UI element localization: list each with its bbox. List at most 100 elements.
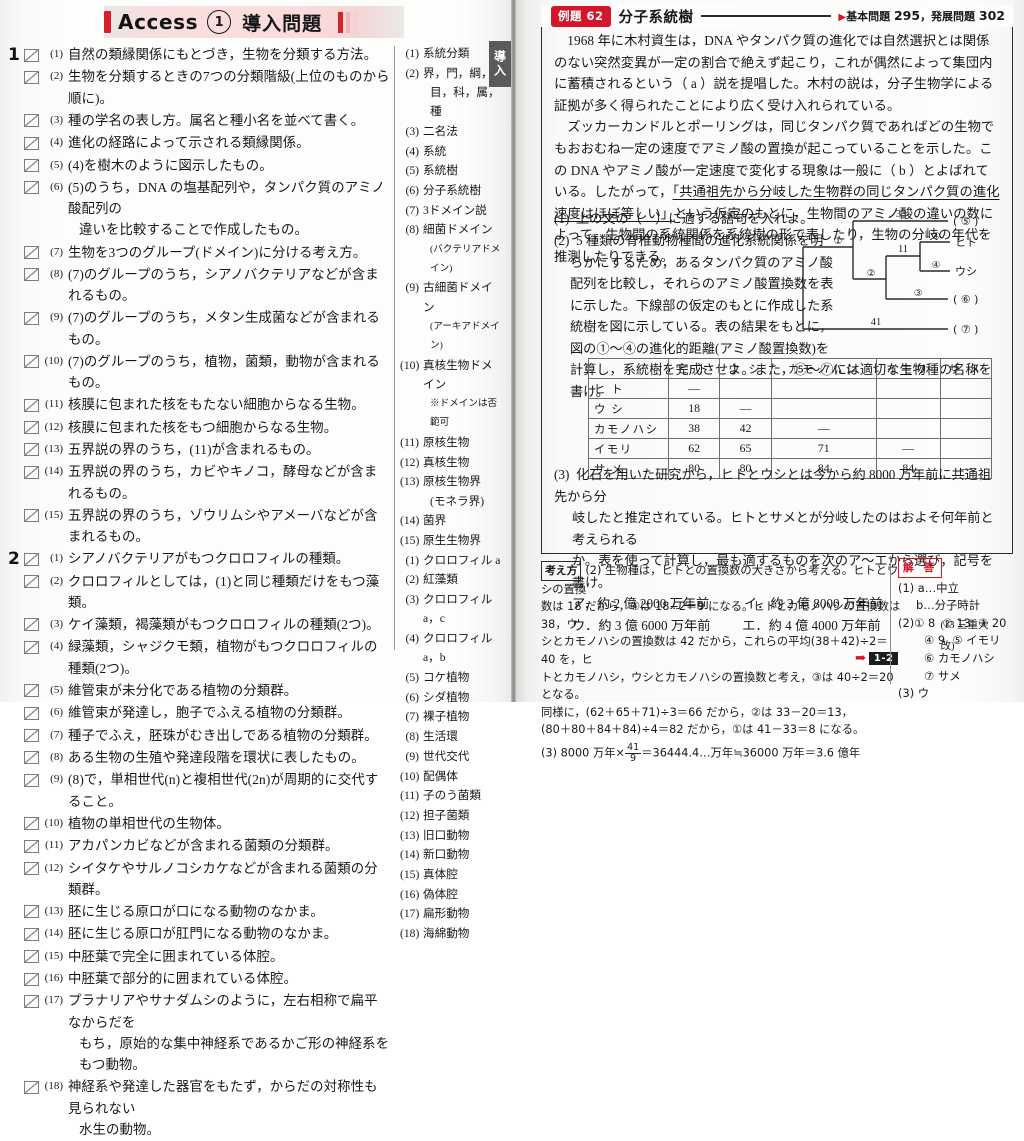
- answer-number: (2): [405, 66, 419, 80]
- answer-text: 偽体腔: [423, 887, 458, 901]
- checkbox-icon[interactable]: [24, 862, 39, 876]
- answer-row: (2) 界，門，綱， 目，科，属，種: [400, 64, 504, 122]
- checkbox-icon[interactable]: [24, 465, 39, 479]
- answer-row: (10) 配偶体: [400, 767, 504, 786]
- checkbox-icon[interactable]: [24, 552, 39, 566]
- example-title: 分子系統樹: [618, 9, 694, 26]
- question-text: 胚に生じる原口が肛門になる動物のなかま。: [68, 926, 338, 942]
- table-row: カモノハシ 38 42—: [588, 418, 993, 439]
- table-cell: [770, 398, 877, 419]
- checkbox-icon[interactable]: [24, 509, 39, 523]
- question-text: 植物の単相世代の生物体。: [68, 815, 230, 831]
- question-number: (14): [44, 927, 63, 940]
- checkbox-icon[interactable]: [24, 618, 39, 632]
- checkbox-icon[interactable]: [24, 640, 39, 654]
- example-reference: ▶基本問題 295，発展問題 302: [838, 8, 1005, 24]
- q3-label: (3): [554, 467, 570, 482]
- example-badge: 例題 62: [551, 5, 611, 27]
- checkbox-icon[interactable]: [24, 421, 39, 435]
- answer-row: (4) クロロフィル a，b: [400, 629, 504, 667]
- checkbox-icon[interactable]: [24, 114, 39, 128]
- checkbox-icon[interactable]: [24, 246, 39, 260]
- answer-text: 真核生物: [423, 455, 470, 469]
- checkbox-icon[interactable]: [24, 817, 39, 831]
- answer-row: (3) クロロフィル a，c: [400, 590, 504, 628]
- question-text: 五界説の界のうち，ゾウリムシやアメーバなどが含まれるもの。: [68, 507, 378, 544]
- checkbox-icon[interactable]: [24, 70, 39, 84]
- q2-line-6: 図の①～④の進化的距離(アミノ酸置換数)を: [570, 340, 830, 356]
- q3-options-row-2: ウ．約 3 億 6000 万年前 エ．約 4 億 4000 万年前 (13 三重…: [554, 615, 1002, 658]
- question-text: 神経系や発達した器官をもたず，からだの対称性も見られない 水生の動物。: [68, 1076, 390, 1140]
- question-number: (17): [44, 994, 63, 1007]
- kangaekata-section: 考え方 (2) 生物種は，ヒトとの置換数の大きさから考える。ヒトとウシの置換 数は…: [541, 561, 901, 764]
- question-text: (7)のグループのうち，植物，菌類，動物が含まれるもの。: [68, 353, 380, 390]
- answer-group-2: (1) クロロフィル a (2) 紅藻類 (3) クロロフィル a，c (4) クロロフィル …: [400, 551, 504, 944]
- checkbox-icon[interactable]: [24, 972, 39, 986]
- question-row: (11) 核膜に包まれた核をもたない細胞からなる生物。: [8, 394, 390, 415]
- answer-row: (2) 紅藻類: [400, 570, 504, 589]
- question-text: 中胚葉で完全に囲まれている体腔。: [68, 948, 284, 964]
- tree-node-2: ②: [867, 268, 876, 279]
- checkbox-icon[interactable]: [24, 443, 39, 457]
- checkbox-icon[interactable]: [24, 48, 39, 62]
- question-text: 自然の類縁関係にもとづき，生物を分類する方法。: [68, 47, 378, 62]
- question-row: (8) ある生物の生殖や発達段階を環状に表したもの。: [8, 747, 390, 768]
- para2-post: という仮定のもとに，生物間のアミノ酸の違いの数によって，生物間の系統関係を系統樹…: [554, 205, 994, 264]
- answer-text: 二名法: [423, 124, 458, 138]
- checkbox-icon[interactable]: [24, 159, 39, 173]
- question-text: 五界説の界のうち，(11)が含まれるもの。: [68, 441, 320, 457]
- answer-number: (13): [400, 475, 420, 489]
- ref-prefix-1: 基本問題: [846, 10, 891, 23]
- answer-number: (15): [400, 534, 420, 548]
- question-row: (2) 生物を分類するときの7つの分類階級(上位のものから順に)。: [8, 66, 390, 108]
- question-number: (4): [50, 136, 63, 149]
- checkbox-icon[interactable]: [24, 1080, 39, 1094]
- checkbox-icon[interactable]: [24, 311, 39, 325]
- checkbox-icon[interactable]: [24, 268, 39, 282]
- answer-text: 古細菌ドメイン (アーキアドメイン): [423, 278, 504, 355]
- answer-text: 界，門，綱， 目，科，属，種: [423, 64, 504, 122]
- checkbox-icon[interactable]: [24, 927, 39, 941]
- question-row: (18) 神経系や発達した器官をもたず，からだの対称性も見られない 水生の動物。: [8, 1076, 390, 1140]
- checkbox-icon[interactable]: [24, 751, 39, 765]
- checkbox-icon[interactable]: [24, 950, 39, 964]
- answer-number: (11): [400, 789, 419, 803]
- checkbox-icon[interactable]: [24, 355, 39, 369]
- answer-row: (7) 3ドメイン説: [400, 201, 504, 220]
- answer-3-row: (3) ウ: [898, 685, 1020, 703]
- checkbox-icon[interactable]: [24, 181, 39, 195]
- answer-number: (6): [405, 690, 419, 704]
- answer-text: シダ植物: [423, 690, 470, 704]
- answer-text: 真体腔: [423, 868, 458, 882]
- q3-options-row-1: ア．約 2 億 2000 万年前 イ．約 2 億 8000 万年前: [554, 593, 1002, 615]
- answer-text: クロロフィル a，c: [423, 593, 493, 626]
- fraction-numerator: 41: [625, 741, 642, 754]
- question-row: (10) 植物の単相世代の生物体。: [8, 813, 390, 834]
- checkbox-icon[interactable]: [24, 994, 39, 1008]
- kk-line-6: (80＋80＋84＋84)÷4＝82 だから，①は 41－33＝8 になる。: [541, 723, 865, 737]
- table-body: ヒ ト — ウ シ 18— カモノハシ 38 42— イモリ 62 65 71— サ メ 80 80 84 8…: [588, 378, 993, 479]
- checkbox-icon[interactable]: [24, 729, 39, 743]
- table-row-label: ヒ ト: [588, 378, 669, 399]
- checkbox-icon[interactable]: [24, 773, 39, 787]
- checkbox-icon[interactable]: [24, 575, 39, 589]
- checkbox-icon[interactable]: [24, 136, 39, 150]
- question-row: (17) プラナリアやサナダムシのように，左右相称で扁平なからだを もち，原始的な集…: [8, 990, 390, 1075]
- checkbox-icon[interactable]: [24, 905, 39, 919]
- answer-row: (9) 古細菌ドメイン (アーキアドメイン): [400, 278, 504, 355]
- q3-line-2: 岐したと推定されている。ヒトとサメとが分岐したのはおよそ何年前と考えられる: [572, 510, 994, 547]
- answer-number: (1): [405, 553, 419, 567]
- question-number: (1): [50, 552, 63, 565]
- checkbox-icon[interactable]: [24, 706, 39, 720]
- group-number: 1: [8, 45, 20, 65]
- question-text: 維管束が発達し，胞子でふえる植物の分類群。: [68, 705, 351, 721]
- question-text: プラナリアやサナダムシのように，左右相称で扁平なからだを もち，原始的な集中神経系…: [68, 990, 390, 1075]
- checkbox-icon[interactable]: [24, 839, 39, 853]
- tree-label-33: 33: [896, 209, 907, 220]
- answer-row: (14) 菌界: [400, 511, 504, 530]
- left-page: Access 1 導入問題 導入 1 (1) 自然の類縁関係にもとづき，生物を分類す…: [0, 0, 511, 1137]
- answer-number: (1): [405, 47, 419, 60]
- question-text: ある生物の生殖や発達段階を環状に表したもの。: [68, 749, 365, 765]
- checkbox-icon[interactable]: [24, 398, 39, 412]
- checkbox-icon[interactable]: [24, 684, 39, 698]
